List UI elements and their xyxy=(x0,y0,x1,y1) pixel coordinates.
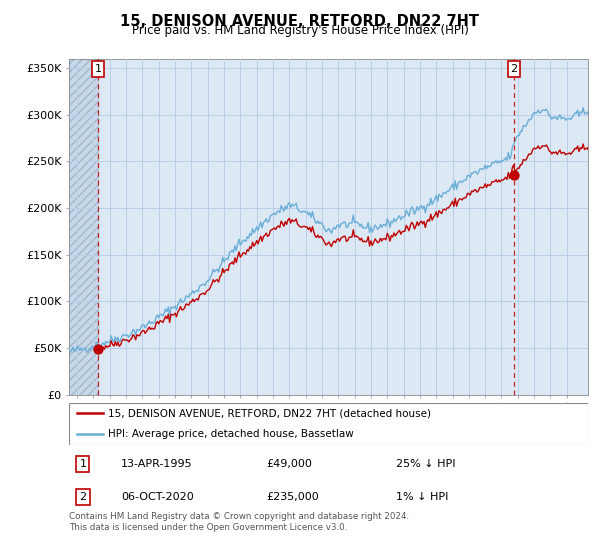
Text: 15, DENISON AVENUE, RETFORD, DN22 7HT: 15, DENISON AVENUE, RETFORD, DN22 7HT xyxy=(121,14,479,29)
Text: 06-OCT-2020: 06-OCT-2020 xyxy=(121,492,194,502)
Text: 13-APR-1995: 13-APR-1995 xyxy=(121,459,193,469)
Text: 2: 2 xyxy=(511,64,517,74)
FancyBboxPatch shape xyxy=(69,403,588,445)
Text: £235,000: £235,000 xyxy=(266,492,319,502)
Point xyxy=(93,344,103,353)
Point xyxy=(509,171,519,180)
Text: HPI: Average price, detached house, Bassetlaw: HPI: Average price, detached house, Bass… xyxy=(108,430,353,439)
Text: Price paid vs. HM Land Registry's House Price Index (HPI): Price paid vs. HM Land Registry's House … xyxy=(131,24,469,37)
Text: 1% ↓ HPI: 1% ↓ HPI xyxy=(396,492,448,502)
Text: Contains HM Land Registry data © Crown copyright and database right 2024.
This d: Contains HM Land Registry data © Crown c… xyxy=(69,512,409,532)
Text: 15, DENISON AVENUE, RETFORD, DN22 7HT (detached house): 15, DENISON AVENUE, RETFORD, DN22 7HT (d… xyxy=(108,408,431,418)
Text: 1: 1 xyxy=(79,459,86,469)
Text: 1: 1 xyxy=(95,64,101,74)
Text: 2: 2 xyxy=(79,492,86,502)
Text: 25% ↓ HPI: 25% ↓ HPI xyxy=(396,459,455,469)
Text: £49,000: £49,000 xyxy=(266,459,312,469)
